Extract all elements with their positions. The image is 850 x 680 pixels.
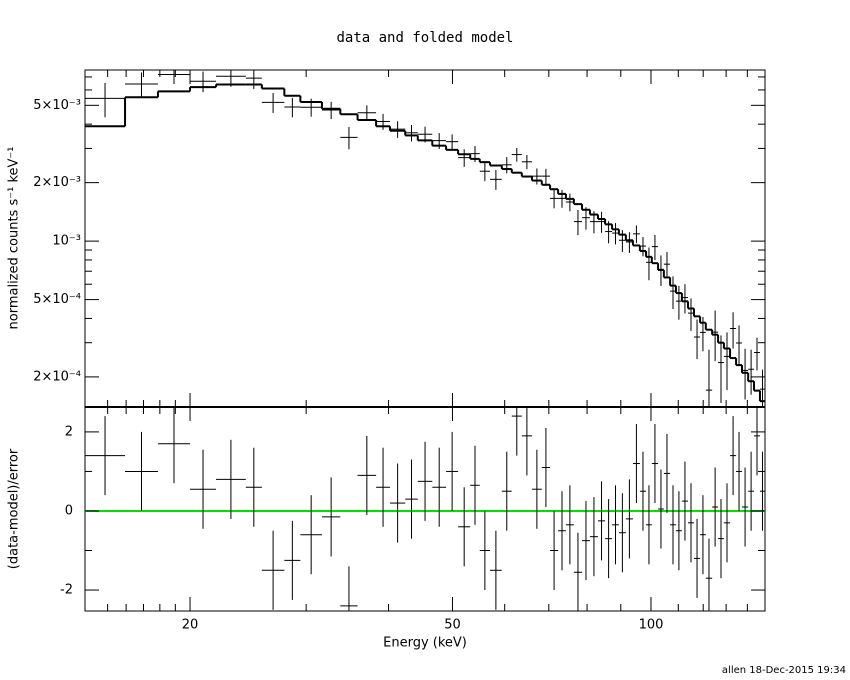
y-tick-label: 2 <box>65 424 73 439</box>
y-tick-label: 2×10⁻³ <box>33 175 81 190</box>
residual-panel <box>85 407 765 611</box>
chart-title: data and folded model <box>336 30 513 46</box>
footer: allen 18-Dec-2015 19:34 <box>722 665 846 676</box>
y-tick-label: 2×10⁻⁴ <box>33 369 81 384</box>
y-tick-label: 5×10⁻⁴ <box>33 292 81 307</box>
frame <box>84 69 766 612</box>
y-tick-label: 5×10⁻³ <box>33 98 81 113</box>
x-tick-label: 20 <box>182 618 199 633</box>
y-tick-label: -2 <box>60 583 73 598</box>
y-tick-label: 0 <box>65 503 73 518</box>
y-axis-label: normalized counts s⁻¹ keV⁻¹ <box>7 147 22 330</box>
x-tick-label: 50 <box>444 618 461 633</box>
y-tick-label: 10⁻³ <box>52 234 81 249</box>
x-axis-label: Energy (keV) <box>383 636 467 651</box>
y-axis-label: (data-model)/error <box>7 448 22 569</box>
x-tick-label: 100 <box>639 618 664 633</box>
axes: 20 50 100 2×10⁻⁴ 5×10⁻⁴ 10⁻³ 2×10⁻³ 5×10⁻³ -2 0 2 <box>33 70 765 633</box>
spectrum-panel <box>85 70 765 407</box>
